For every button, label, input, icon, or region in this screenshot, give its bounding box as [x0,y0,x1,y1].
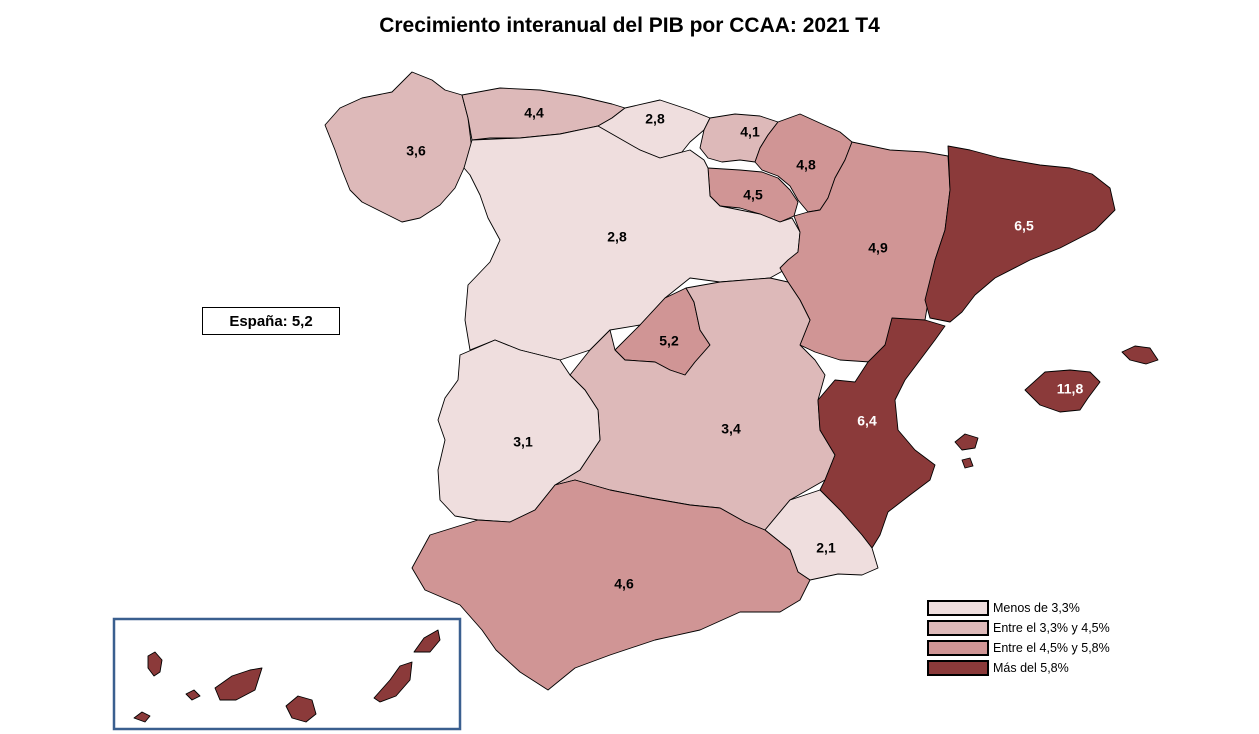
region-valencia[interactable] [817,317,946,549]
value-andalucia: 4,6 [614,576,634,592]
value-murcia: 2,1 [816,540,836,556]
value-extremadura: 3,1 [513,434,533,450]
legend-swatch-high [927,660,989,676]
value-la-rioja: 4,5 [743,187,763,203]
region-canarias-tenerife[interactable] [214,667,263,701]
value-canarias: 8,8 [290,642,310,658]
value-asturias: 4,4 [524,105,544,121]
legend-swatch-low [927,600,989,616]
value-valencia: 6,4 [857,413,877,429]
region-canarias-la-gomera[interactable] [185,689,201,701]
value-madrid: 5,2 [659,333,679,349]
legend-label: Menos de 3,3% [993,601,1080,615]
legend-swatch-mid-low [927,620,989,636]
legend-item-mid-high: Entre el 4,5% y 5,8% [927,638,1110,658]
value-cataluna: 6,5 [1014,218,1034,234]
legend-item-mid-low: Entre el 3,3% y 4,5% [927,618,1110,638]
value-cantabria: 2,8 [645,111,665,127]
map-title: Crecimiento interanual del PIB por CCAA:… [379,14,880,37]
value-aragon: 4,9 [868,240,888,256]
region-canarias-el-hierro[interactable] [133,711,151,723]
value-castilla-leon: 2,8 [607,229,627,245]
value-baleares: 11,8 [1057,381,1084,397]
value-pais-vasco: 4,1 [740,124,760,140]
legend-label: Más del 5,8% [993,661,1069,675]
region-canarias-la-palma[interactable] [147,651,163,677]
value-galicia: 3,6 [406,143,426,159]
region-baleares-menorca[interactable] [1121,345,1159,365]
region-baleares-mallorca[interactable] [1024,369,1101,413]
value-navarra: 4,8 [796,157,816,173]
region-baleares-ibiza[interactable] [954,433,979,451]
legend-label: Entre el 4,5% y 5,8% [993,641,1110,655]
region-andalucia[interactable] [411,479,811,691]
legend-item-high: Más del 5,8% [927,658,1110,678]
region-canarias-lanzarote[interactable] [413,629,441,653]
value-castilla-la-mancha: 3,4 [721,421,741,437]
region-galicia[interactable] [324,71,473,223]
region-canarias-gran-canaria[interactable] [285,695,317,723]
region-baleares-formentera[interactable] [961,457,974,469]
legend-swatch-mid-high [927,640,989,656]
region-cataluna[interactable] [924,145,1116,323]
legend-item-low: Menos de 3,3% [927,598,1110,618]
legend: Menos de 3,3% Entre el 3,3% y 4,5% Entre… [927,598,1110,678]
legend-label: Entre el 3,3% y 4,5% [993,621,1110,635]
region-canarias-fuerteventura[interactable] [373,661,413,703]
national-growth-box: España: 5,2 [202,307,340,335]
